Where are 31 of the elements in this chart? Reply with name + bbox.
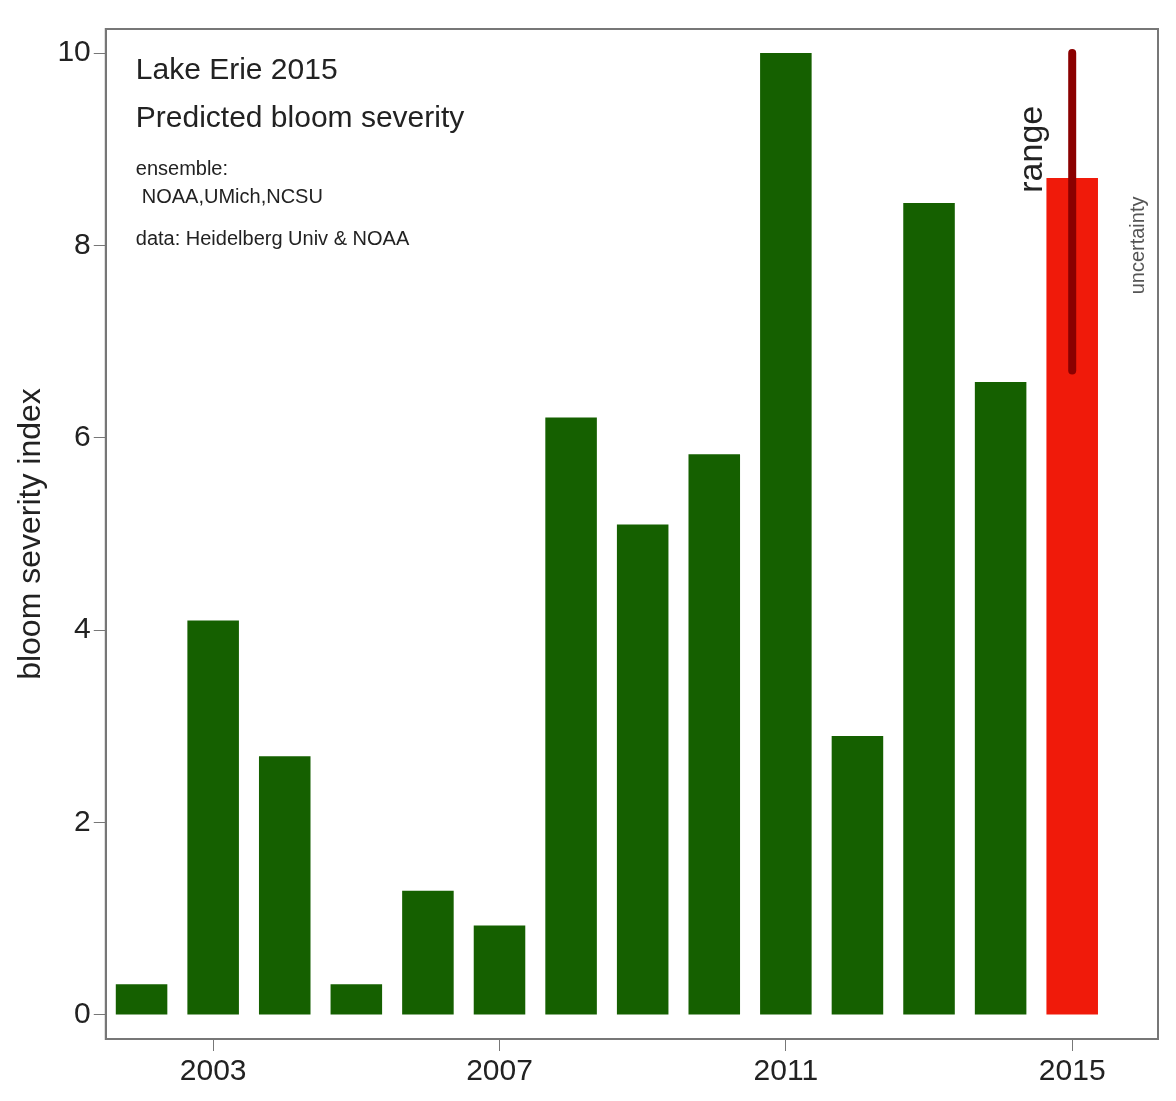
bar (903, 203, 955, 1015)
y-tick-label: 6 (74, 419, 91, 453)
y-tick-label: 4 (74, 611, 91, 645)
y-tick-label: 10 (57, 34, 91, 68)
bar (258, 756, 311, 1015)
text: Lake Erie 2015 (135, 52, 338, 85)
x-tick-label: 2011 (753, 1053, 819, 1087)
bar (974, 382, 1027, 1015)
y-axis-title: bloom severity index (11, 388, 48, 680)
y-tick-label: 2 (74, 803, 91, 837)
x-tick-label: 2003 (179, 1053, 247, 1087)
annotation: range (1010, 105, 1049, 193)
x-tick-label: 2015 (1038, 1053, 1106, 1087)
text: Predicted bloom severity (135, 100, 465, 133)
annotation: ensemble: (135, 157, 229, 179)
bar (187, 620, 239, 1015)
bar (115, 984, 168, 1015)
bar (688, 454, 741, 1015)
bar (402, 890, 454, 1015)
annotation: data: Heidelberg Univ & NOAA (135, 227, 410, 249)
annotation: NOAA,UMich,NCSU (141, 185, 323, 207)
x-tick-label: 2007 (466, 1053, 533, 1087)
y-tick-label: 8 (74, 226, 91, 260)
bar (330, 984, 383, 1015)
bar (545, 417, 597, 1015)
bar (473, 925, 526, 1015)
bar (760, 53, 812, 1015)
bar (831, 736, 884, 1015)
y-tick-label: 0 (74, 996, 91, 1030)
bar (616, 524, 669, 1015)
annotation: uncertainty (1125, 196, 1148, 295)
